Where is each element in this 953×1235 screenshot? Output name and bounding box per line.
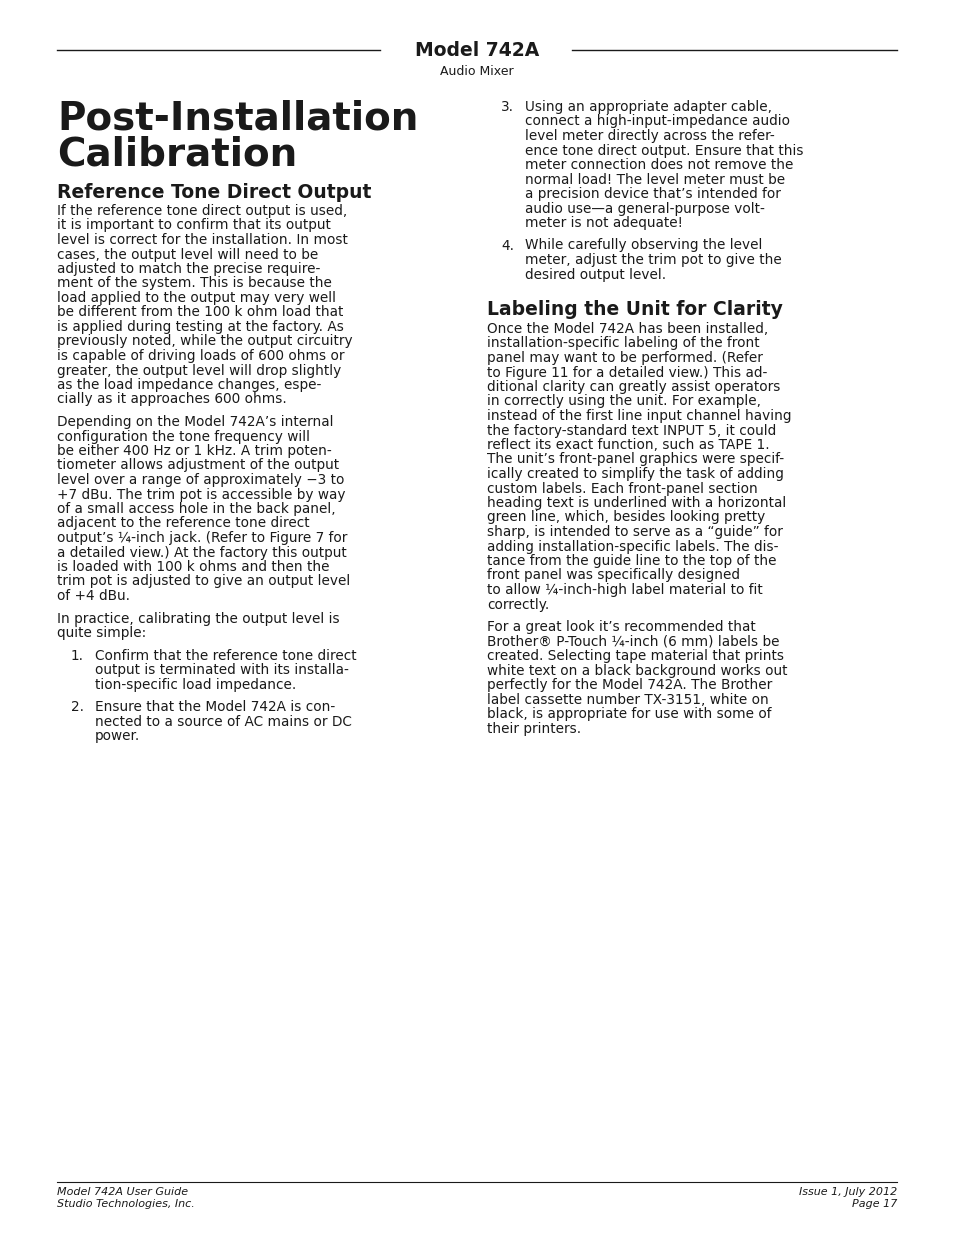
- Text: output’s ¼-inch jack. (Refer to Figure 7 for: output’s ¼-inch jack. (Refer to Figure 7…: [57, 531, 347, 545]
- Text: cases, the output level will need to be: cases, the output level will need to be: [57, 247, 318, 262]
- Text: trim pot is adjusted to give an output level: trim pot is adjusted to give an output l…: [57, 574, 350, 589]
- Text: Confirm that the reference tone direct: Confirm that the reference tone direct: [95, 648, 356, 662]
- Text: normal load! The level meter must be: normal load! The level meter must be: [524, 173, 784, 186]
- Text: a detailed view.) At the factory this output: a detailed view.) At the factory this ou…: [57, 546, 346, 559]
- Text: their printers.: their printers.: [486, 721, 580, 736]
- Text: Audio Mixer: Audio Mixer: [439, 65, 514, 78]
- Text: nected to a source of AC mains or DC: nected to a source of AC mains or DC: [95, 715, 352, 729]
- Text: level is correct for the installation. In most: level is correct for the installation. I…: [57, 233, 348, 247]
- Text: meter connection does not remove the: meter connection does not remove the: [524, 158, 793, 172]
- Text: Depending on the Model 742A’s internal: Depending on the Model 742A’s internal: [57, 415, 334, 429]
- Text: power.: power.: [95, 729, 140, 743]
- Text: While carefully observing the level: While carefully observing the level: [524, 238, 761, 252]
- Text: Model 742A: Model 742A: [415, 41, 538, 59]
- Text: tiometer allows adjustment of the output: tiometer allows adjustment of the output: [57, 458, 338, 473]
- Text: greater, the output level will drop slightly: greater, the output level will drop slig…: [57, 363, 341, 378]
- Text: white text on a black background works out: white text on a black background works o…: [486, 663, 786, 678]
- Text: Calibration: Calibration: [57, 136, 297, 174]
- Text: adding installation-specific labels. The dis-: adding installation-specific labels. The…: [486, 540, 778, 553]
- Text: ence tone direct output. Ensure that this: ence tone direct output. Ensure that thi…: [524, 143, 802, 158]
- Text: Post-Installation: Post-Installation: [57, 100, 418, 138]
- Text: output is terminated with its installa-: output is terminated with its installa-: [95, 663, 349, 677]
- Text: level meter directly across the refer-: level meter directly across the refer-: [524, 128, 774, 143]
- Text: panel may want to be performed. (Refer: panel may want to be performed. (Refer: [486, 351, 762, 366]
- Text: of a small access hole in the back panel,: of a small access hole in the back panel…: [57, 501, 335, 516]
- Text: perfectly for the Model 742A. The Brother: perfectly for the Model 742A. The Brothe…: [486, 678, 771, 692]
- Text: created. Selecting tape material that prints: created. Selecting tape material that pr…: [486, 650, 783, 663]
- Text: it is important to confirm that its output: it is important to confirm that its outp…: [57, 219, 331, 232]
- Text: heading text is underlined with a horizontal: heading text is underlined with a horizo…: [486, 496, 785, 510]
- Text: Issue 1, July 2012: Issue 1, July 2012: [798, 1187, 896, 1197]
- Text: in correctly using the unit. For example,: in correctly using the unit. For example…: [486, 394, 760, 409]
- Text: meter, adjust the trim pot to give the: meter, adjust the trim pot to give the: [524, 253, 781, 267]
- Text: Using an appropriate adapter cable,: Using an appropriate adapter cable,: [524, 100, 771, 114]
- Text: +7 dBu. The trim pot is accessible by way: +7 dBu. The trim pot is accessible by wa…: [57, 488, 345, 501]
- Text: adjacent to the reference tone direct: adjacent to the reference tone direct: [57, 516, 310, 531]
- Text: level over a range of approximately −3 to: level over a range of approximately −3 t…: [57, 473, 344, 487]
- Text: installation-specific labeling of the front: installation-specific labeling of the fr…: [486, 336, 759, 351]
- Text: previously noted, while the output circuitry: previously noted, while the output circu…: [57, 335, 353, 348]
- Text: Brother® P-Touch ¼-inch (6 mm) labels be: Brother® P-Touch ¼-inch (6 mm) labels be: [486, 635, 779, 648]
- Text: Reference Tone Direct Output: Reference Tone Direct Output: [57, 183, 371, 203]
- Text: is capable of driving loads of 600 ohms or: is capable of driving loads of 600 ohms …: [57, 350, 344, 363]
- Text: ment of the system. This is because the: ment of the system. This is because the: [57, 277, 332, 290]
- Text: meter is not adequate!: meter is not adequate!: [524, 216, 682, 230]
- Text: 3.: 3.: [500, 100, 514, 114]
- Text: For a great look it’s recommended that: For a great look it’s recommended that: [486, 620, 755, 634]
- Text: green line, which, besides looking pretty: green line, which, besides looking prett…: [486, 510, 764, 525]
- Text: is applied during testing at the factory. As: is applied during testing at the factory…: [57, 320, 343, 333]
- Text: 1.: 1.: [71, 648, 84, 662]
- Text: Labeling the Unit for Clarity: Labeling the Unit for Clarity: [486, 300, 782, 319]
- Text: Studio Technologies, Inc.: Studio Technologies, Inc.: [57, 1199, 194, 1209]
- Text: configuration the tone frequency will: configuration the tone frequency will: [57, 430, 310, 443]
- Text: 4.: 4.: [500, 238, 514, 252]
- Text: black, is appropriate for use with some of: black, is appropriate for use with some …: [486, 706, 771, 721]
- Text: load applied to the output may very well: load applied to the output may very well: [57, 291, 335, 305]
- Text: Ensure that the Model 742A is con-: Ensure that the Model 742A is con-: [95, 700, 335, 714]
- Text: audio use—a general-purpose volt-: audio use—a general-purpose volt-: [524, 201, 764, 215]
- Text: custom labels. Each front-panel section: custom labels. Each front-panel section: [486, 482, 757, 495]
- Text: to allow ¼-inch-high label material to fit: to allow ¼-inch-high label material to f…: [486, 583, 762, 597]
- Text: desired output level.: desired output level.: [524, 268, 665, 282]
- Text: ically created to simplify the task of adding: ically created to simplify the task of a…: [486, 467, 783, 480]
- Text: tion-specific load impedance.: tion-specific load impedance.: [95, 678, 296, 692]
- Text: as the load impedance changes, espe-: as the load impedance changes, espe-: [57, 378, 321, 391]
- Text: The unit’s front-panel graphics were specif-: The unit’s front-panel graphics were spe…: [486, 452, 783, 467]
- Text: cially as it approaches 600 ohms.: cially as it approaches 600 ohms.: [57, 393, 287, 406]
- Text: Page 17: Page 17: [851, 1199, 896, 1209]
- Text: correctly.: correctly.: [486, 598, 549, 611]
- Text: a precision device that’s intended for: a precision device that’s intended for: [524, 186, 781, 201]
- Text: front panel was specifically designed: front panel was specifically designed: [486, 568, 740, 583]
- Text: If the reference tone direct output is used,: If the reference tone direct output is u…: [57, 204, 347, 219]
- Text: of +4 dBu.: of +4 dBu.: [57, 589, 130, 603]
- Text: In practice, calibrating the output level is: In practice, calibrating the output leve…: [57, 611, 339, 625]
- Text: sharp, is intended to serve as a “guide” for: sharp, is intended to serve as a “guide”…: [486, 525, 782, 538]
- Text: label cassette number TX-3151, white on: label cassette number TX-3151, white on: [486, 693, 768, 706]
- Text: ditional clarity can greatly assist operators: ditional clarity can greatly assist oper…: [486, 380, 780, 394]
- Text: quite simple:: quite simple:: [57, 626, 146, 640]
- Text: tance from the guide line to the top of the: tance from the guide line to the top of …: [486, 555, 776, 568]
- Text: be different from the 100 k ohm load that: be different from the 100 k ohm load tha…: [57, 305, 343, 320]
- Text: Once the Model 742A has been installed,: Once the Model 742A has been installed,: [486, 322, 767, 336]
- Text: is loaded with 100 k ohms and then the: is loaded with 100 k ohms and then the: [57, 559, 329, 574]
- Text: be either 400 Hz or 1 kHz. A trim poten-: be either 400 Hz or 1 kHz. A trim poten-: [57, 445, 332, 458]
- Text: instead of the first line input channel having: instead of the first line input channel …: [486, 409, 791, 424]
- Text: connect a high-input-impedance audio: connect a high-input-impedance audio: [524, 115, 789, 128]
- Text: 2.: 2.: [71, 700, 84, 714]
- Text: reflect its exact function, such as TAPE 1.: reflect its exact function, such as TAPE…: [486, 438, 769, 452]
- Text: Model 742A User Guide: Model 742A User Guide: [57, 1187, 188, 1197]
- Text: the factory-standard text INPUT 5, it could: the factory-standard text INPUT 5, it co…: [486, 424, 776, 437]
- Text: to Figure 11 for a detailed view.) This ad-: to Figure 11 for a detailed view.) This …: [486, 366, 766, 379]
- Text: adjusted to match the precise require-: adjusted to match the precise require-: [57, 262, 320, 275]
